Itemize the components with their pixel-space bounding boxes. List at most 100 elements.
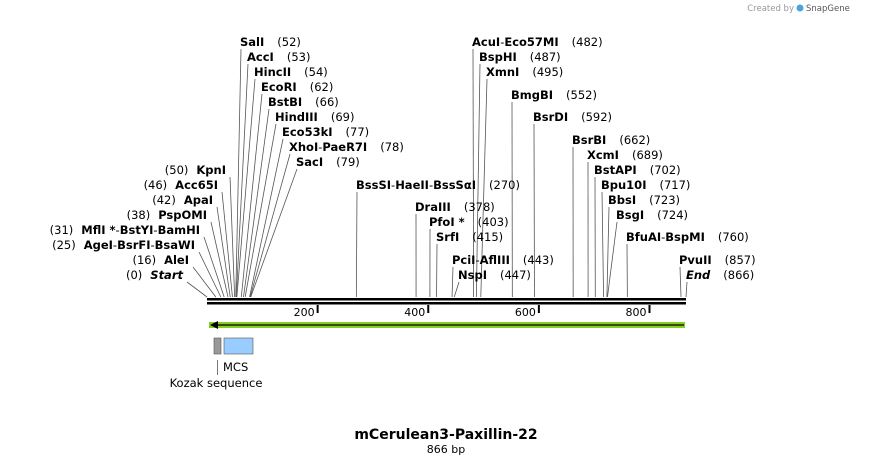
name-separator: - xyxy=(116,223,120,237)
leader-line xyxy=(453,281,460,298)
site-label-ecori: EcoRI (62) xyxy=(261,80,333,94)
site-position: (552) xyxy=(566,88,597,102)
enzyme-name: Acc65I xyxy=(175,178,218,192)
site-label-hindiii: HindIII (69) xyxy=(275,110,354,124)
enzyme-name: Bpu10I xyxy=(601,178,646,192)
enzyme-name: BsaWI xyxy=(155,238,195,252)
enzyme-name: AcuI xyxy=(472,35,500,49)
snapgene-logo-icon xyxy=(796,4,804,12)
enzyme-name: BamHI xyxy=(158,223,200,237)
leader-line xyxy=(355,191,358,298)
leader-line xyxy=(480,78,488,298)
enzyme-name: BssSI xyxy=(356,178,391,192)
site-position: (403) xyxy=(478,215,509,229)
site-label-alei: AleI (16) xyxy=(132,253,189,267)
site-position: (50) xyxy=(165,163,189,177)
site-position: (760) xyxy=(718,230,749,244)
site-label-bsrdi: BsrDI (592) xyxy=(533,110,612,124)
name-separator: - xyxy=(318,140,322,154)
leader-line xyxy=(192,266,217,298)
enzyme-name: HaeII xyxy=(395,178,429,192)
name-separator: - xyxy=(153,223,157,237)
site-label-bfuai: BfuAI - BspMI (760) xyxy=(626,230,749,244)
site-label-bsgi: BsgI (724) xyxy=(616,208,688,222)
site-label-nspi: NspI (447) xyxy=(458,268,531,282)
ruler-tick-label: 400 xyxy=(404,306,425,319)
name-separator: - xyxy=(113,238,117,252)
kozak-label: Kozak sequence xyxy=(170,376,263,390)
enzyme-name: MflI * xyxy=(81,223,115,237)
enzyme-name: PciI xyxy=(452,253,475,267)
sequence-length: 866 bp xyxy=(427,443,465,456)
site-label-acui: AcuI - Eco57MI (482) xyxy=(472,35,603,49)
enzyme-name: Eco53kI xyxy=(282,125,333,139)
site-label-eco53ki: Eco53kI (77) xyxy=(282,125,369,139)
enzyme-name: AccI xyxy=(247,50,274,64)
backbone-top-strand xyxy=(207,298,686,301)
leader-line xyxy=(685,281,688,298)
site-position: (53) xyxy=(287,50,311,64)
site-position: (52) xyxy=(277,35,301,49)
name-separator: - xyxy=(500,35,504,49)
leader-lines xyxy=(186,48,688,298)
kozak-box xyxy=(213,337,222,355)
enzyme-name: NspI xyxy=(458,268,487,282)
site-position: (443) xyxy=(523,253,554,267)
leader-line xyxy=(235,48,242,298)
site-position: (702) xyxy=(650,163,681,177)
enzyme-name: Eco57MI xyxy=(504,35,558,49)
enzyme-name: BmgBI xyxy=(511,88,553,102)
site-label-bsphi: BspHI (487) xyxy=(479,50,561,64)
enzyme-name: BstYI xyxy=(120,223,154,237)
site-position: (723) xyxy=(649,193,680,207)
site-label-pspomi: PspOMI (38) xyxy=(127,208,207,222)
site-position: (857) xyxy=(725,253,756,267)
enzyme-name: AgeI xyxy=(84,238,113,252)
leader-line xyxy=(243,108,270,298)
leader-line xyxy=(198,251,222,298)
site-position: (487) xyxy=(530,50,561,64)
site-label-agei: BsaWI - BsrFI - AgeI (25) xyxy=(52,238,195,252)
leader-line xyxy=(249,153,291,298)
site-position: (42) xyxy=(152,193,176,207)
leader-line xyxy=(606,206,610,298)
enzyme-name: End xyxy=(686,268,711,282)
site-label-bpu10i: Bpu10I (717) xyxy=(601,178,690,192)
enzyme-name: EcoRI xyxy=(261,80,297,94)
backbone-bottom-strand xyxy=(207,302,686,305)
enzyme-name: KpnI xyxy=(196,163,226,177)
enzyme-name: BsrDI xyxy=(533,110,568,124)
site-position: (724) xyxy=(657,208,688,222)
site-position: (866) xyxy=(723,268,754,282)
enzyme-name: PfoI * xyxy=(429,215,465,229)
ruler: 200 400 600 800 xyxy=(294,305,651,319)
enzyme-name: BstAPI xyxy=(594,163,637,177)
leader-line xyxy=(679,266,682,298)
site-position: (378) xyxy=(464,200,495,214)
leader-line xyxy=(451,266,454,298)
site-label-acc65i: Acc65I (46) xyxy=(144,178,218,192)
leader-line xyxy=(229,176,236,298)
site-label-saci: SacI (79) xyxy=(296,155,360,169)
site-position: (689) xyxy=(632,148,663,162)
leader-line xyxy=(186,281,208,298)
site-label-bsssi: BssSI - HaeII - BssSαI (270) xyxy=(356,178,520,192)
name-separator: - xyxy=(661,230,665,244)
site-position: (31) xyxy=(50,223,74,237)
enzyme-name: XhoI xyxy=(289,140,318,154)
site-position: (270) xyxy=(489,178,520,192)
site-label-bbsi: BbsI (723) xyxy=(608,193,680,207)
enzyme-name: SalI xyxy=(240,35,264,49)
enzyme-name: Start xyxy=(150,268,183,282)
enzyme-name: BstBI xyxy=(268,95,302,109)
enzyme-name: HincII xyxy=(254,65,291,79)
enzyme-name: AleI xyxy=(164,253,189,267)
site-label-srfi: SrfI (415) xyxy=(436,230,503,244)
enzyme-name: BspMI xyxy=(665,230,705,244)
enzyme-name: DraIII xyxy=(415,200,451,214)
leader-line xyxy=(221,191,233,298)
enzyme-name: SrfI xyxy=(436,230,459,244)
leader-line xyxy=(236,78,256,298)
site-position: (79) xyxy=(336,155,360,169)
enzyme-name: XcmI xyxy=(587,148,619,162)
